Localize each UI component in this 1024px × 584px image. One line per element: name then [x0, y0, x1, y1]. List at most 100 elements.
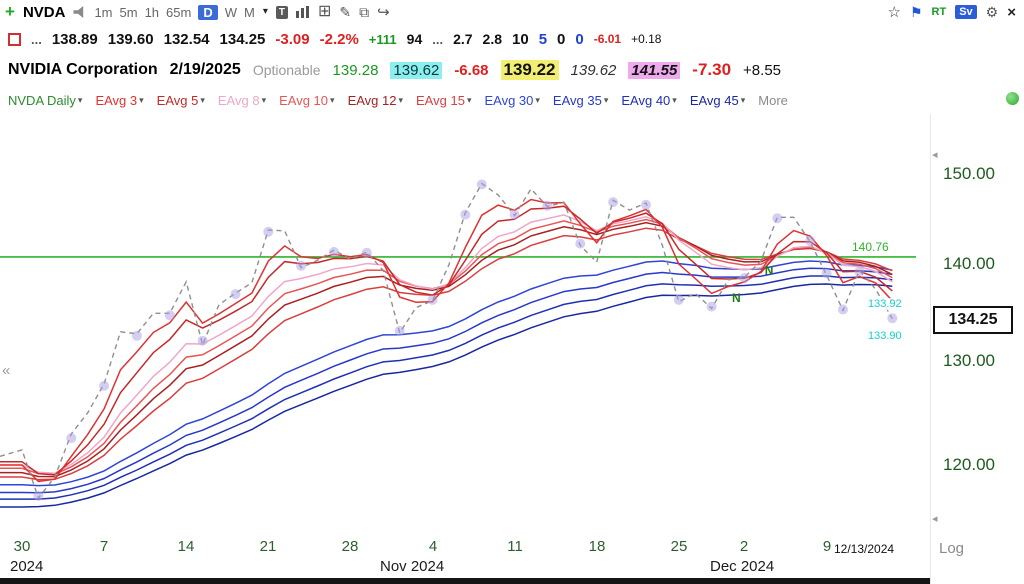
company-row-value-8: 141.55	[628, 61, 681, 79]
symbol-label[interactable]: NVDA	[22, 3, 66, 21]
day-label-2: 2	[739, 538, 749, 555]
indicator-dropdown-icon[interactable]: ▾	[139, 94, 144, 105]
quote-row-value-15: 0	[575, 30, 584, 48]
quote-row-value-11: 2.8	[482, 31, 503, 47]
indicator-dropdown-icon[interactable]: ▾	[398, 94, 404, 105]
day-label-18: 18	[588, 538, 606, 555]
quote-row-value-12: 10	[512, 30, 529, 48]
indicator-dropdown-icon[interactable]: ▾	[672, 94, 677, 105]
indicator-eavg-30[interactable]: EAvg 30 ▾	[484, 93, 539, 108]
price-chart[interactable]: N N 140.76 « 30 7 14 21 28 4 11 18 25 2 9 2024 Nov 20…	[0, 114, 930, 584]
signal-dot	[164, 310, 175, 321]
indicator-eavg-3[interactable]: EAvg 3 ▾	[95, 93, 143, 108]
share-icon[interactable]: ↪	[377, 3, 390, 21]
signal-dot	[197, 335, 208, 346]
indicator-dropdown-icon[interactable]: ▾	[77, 94, 83, 105]
indicator-eavg-5[interactable]: EAvg 5 ▾	[157, 93, 205, 108]
log-scale-toggle[interactable]: Log	[939, 540, 965, 557]
save-badge[interactable]: Sv	[955, 5, 977, 19]
quote-row-value-14: 0	[557, 30, 566, 48]
indicator-dropdown-icon[interactable]: ▾	[330, 94, 335, 105]
ema-line-35[interactable]	[0, 267, 893, 494]
price-line[interactable]	[0, 182, 893, 500]
indicator-dropdown-icon[interactable]: ▾	[466, 94, 472, 105]
timeframe-group: 1m 5m 1h 65m D W M	[94, 4, 255, 20]
indicator-eavg-40[interactable]: EAvg 40 ▾	[621, 93, 676, 108]
ema-line-8[interactable]	[0, 214, 893, 475]
volume-bars-icon[interactable]	[296, 6, 310, 18]
company-row-value-10: +8.55	[743, 61, 782, 79]
indicator-eavg-35[interactable]: EAvg 35 ▾	[553, 93, 608, 108]
indicator-eavg-12[interactable]: EAvg 12 ▾	[348, 93, 403, 108]
alert-square-icon[interactable]	[8, 32, 21, 46]
indicator-row: NVDA Daily ▾ EAvg 3 ▾ EAvg 5 ▾ EAvg 8 ▾ EAvg 10 ▾…	[0, 86, 1024, 114]
pencil-icon[interactable]: ✎	[339, 4, 352, 20]
news-marker[interactable]: N	[765, 263, 774, 277]
timeframe-W[interactable]: W	[224, 4, 238, 20]
indicator-eavg-45[interactable]: EAvg 45 ▾	[690, 93, 745, 108]
ema-line-5[interactable]	[0, 205, 893, 476]
ema-line-12[interactable]	[0, 221, 893, 478]
timeframe-M[interactable]: M	[244, 4, 255, 20]
indicator-dropdown-icon[interactable]: ▾	[740, 94, 746, 105]
bottom-scrollbar[interactable]	[0, 578, 930, 584]
timeframe-1h[interactable]: 1h	[144, 4, 160, 20]
indicator-dropdown-icon[interactable]: ▾	[603, 94, 609, 105]
month-label-2024: 2024	[10, 558, 44, 575]
gear-icon[interactable]: ⚙	[985, 4, 999, 20]
indicator-eavg-8[interactable]: EAvg 8 ▾	[218, 93, 266, 108]
company-row: NVIDIA Corporation 2/19/2025 Optionable 139…	[0, 54, 1024, 86]
ema-line-40[interactable]	[0, 275, 893, 500]
indicator-label-0: NVDA Daily	[8, 92, 76, 108]
ema-line-30[interactable]	[0, 260, 893, 487]
indicator-nvda-daily[interactable]: NVDA Daily ▾	[8, 93, 82, 108]
company-row-value-5: -6.68	[454, 61, 489, 79]
text-tool-icon[interactable]: T	[275, 5, 288, 19]
close-icon[interactable]: ×	[1007, 3, 1016, 21]
timeframe-65m[interactable]: 65m	[166, 4, 192, 20]
indicator-label-4: EAvg 10	[279, 92, 329, 108]
axis-arrow-down-icon[interactable]: ◂	[932, 513, 938, 525]
indicator-label-7: EAvg 30	[484, 92, 534, 108]
day-label-4: 4	[428, 538, 438, 555]
news-marker[interactable]: N	[732, 291, 741, 305]
ema-line-10[interactable]	[0, 218, 893, 475]
axis-arrow-up-icon[interactable]: ◂	[932, 149, 938, 161]
alert-sound-icon[interactable]	[73, 6, 84, 18]
signal-dot	[821, 268, 832, 279]
star-icon[interactable]: ☆	[887, 4, 901, 21]
company-row-value-7: 139.62	[570, 61, 617, 79]
timeframe-5m[interactable]: 5m	[119, 4, 138, 20]
price-axis[interactable]: ◂ 150.00 140.00 130.00 120.00 134.25 ◂ Log	[930, 114, 1024, 584]
signal-dot	[575, 238, 586, 249]
resistance-value-label: 140.76	[852, 240, 889, 254]
timeframe-D[interactable]: D	[198, 4, 218, 20]
company-row-value-9: -7.30	[692, 60, 732, 79]
indicator-dropdown-icon[interactable]: ▾	[261, 94, 267, 105]
quote-row-value-1: 138.89	[51, 30, 98, 48]
scroll-left-icon[interactable]: «	[2, 362, 11, 379]
indicator-dropdown-icon[interactable]: ▾	[200, 94, 205, 105]
indicator-eavg-15[interactable]: EAvg 15 ▾	[416, 93, 471, 108]
layers-icon[interactable]: ⧉	[359, 4, 370, 20]
indicator-label-8: EAvg 35	[552, 92, 602, 108]
signal-dot	[706, 301, 717, 312]
grid-plus-icon[interactable]: ⊞	[318, 3, 332, 20]
ema-line-15[interactable]	[0, 227, 893, 481]
indicator-dropdown-icon[interactable]: ▾	[535, 94, 540, 105]
green-flower-icon[interactable]	[1006, 92, 1019, 105]
add-icon[interactable]: +	[5, 2, 15, 21]
indicator-eavg-10[interactable]: EAvg 10 ▾	[279, 93, 334, 108]
ema-line-3[interactable]	[0, 198, 893, 483]
ema-line-45[interactable]	[0, 283, 893, 508]
quote-row-value-9: ...	[432, 31, 444, 47]
company-row-value-3: 139.28	[332, 61, 379, 79]
signal-dot	[33, 490, 44, 501]
chart-canvas[interactable]: N N 140.76	[0, 114, 930, 584]
axis-tick-150: 150.00	[943, 164, 995, 183]
timeframe-dropdown-icon[interactable]: ▾	[262, 6, 268, 17]
indicator-more[interactable]: More	[758, 93, 788, 108]
flag-icon[interactable]: ⚑	[909, 3, 923, 20]
timeframe-1m[interactable]: 1m	[94, 4, 113, 20]
indicator-label-11: More	[758, 92, 788, 108]
